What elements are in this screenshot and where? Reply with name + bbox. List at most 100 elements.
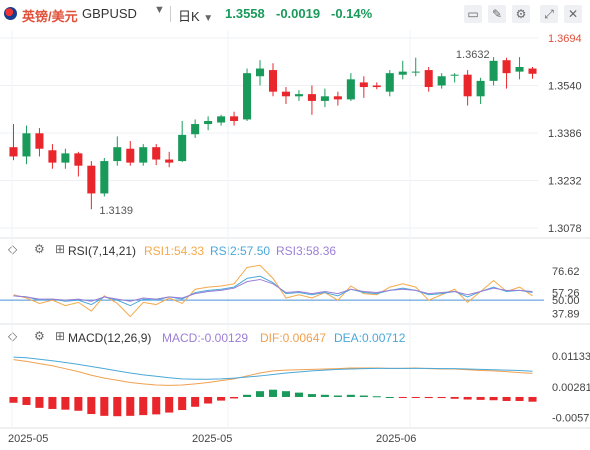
- x-tick-label: 2025-06: [376, 433, 416, 445]
- candle-body: [515, 66, 524, 72]
- macd-bar: [502, 396, 511, 401]
- candle-body: [256, 68, 265, 77]
- candle-body: [100, 161, 109, 194]
- toggle-icon[interactable]: ⊞: [55, 242, 66, 256]
- candle-body: [528, 68, 537, 74]
- flag-icon: [4, 7, 17, 20]
- period-selector[interactable]: 日K ▼: [178, 6, 213, 25]
- macd-bar: [139, 396, 148, 416]
- chart-header: 英镑/美元 GBPUSD ▼ 日K ▼ 1.3558 -0.0019 -0.14…: [0, 0, 590, 28]
- settings-icon[interactable]: ⚙: [34, 329, 45, 343]
- price-tick-label: 1.3078: [548, 223, 582, 235]
- candle-body: [463, 74, 472, 97]
- symbol-name-cn[interactable]: 英镑/美元: [22, 9, 78, 24]
- candle-body: [489, 60, 498, 81]
- macd-bar: [346, 394, 355, 397]
- macd-bar: [333, 395, 342, 397]
- macd-bar: [256, 391, 265, 397]
- chart-type-icon[interactable]: ▭: [464, 5, 482, 23]
- grid: [0, 30, 590, 429]
- macd-bar: [217, 396, 226, 401]
- rsi1-value: RSI1:54.33: [144, 244, 205, 258]
- macd-bar: [191, 396, 200, 407]
- last-price: 1.3558: [225, 6, 265, 21]
- settings-icon[interactable]: ⚙: [34, 242, 45, 256]
- dea-value: DEA:0.00712: [334, 331, 406, 345]
- macd-bar: [476, 396, 485, 400]
- candle-body: [204, 120, 213, 125]
- macd-bar: [74, 396, 83, 411]
- macd-bar: [22, 396, 31, 405]
- candle-body: [411, 71, 420, 73]
- macd-bar: [243, 394, 252, 397]
- macd-bar: [281, 391, 290, 397]
- expand-icon[interactable]: ⤢: [540, 5, 558, 23]
- price-change-percent: -0.14%: [331, 6, 373, 21]
- symbol-code[interactable]: GBPUSD: [82, 6, 137, 21]
- eye-icon[interactable]: ◇: [8, 329, 18, 343]
- candles: [9, 57, 537, 210]
- toggle-icon[interactable]: ⊞: [55, 329, 66, 343]
- low-price-label: 1.3139: [99, 205, 133, 217]
- candle-body: [476, 80, 485, 97]
- candle-body: [217, 116, 226, 123]
- candle-body: [139, 147, 148, 163]
- macd-bar: [165, 396, 174, 413]
- dif-line: [13, 359, 533, 386]
- candle-body: [450, 74, 459, 76]
- candle-body: [178, 134, 187, 162]
- close-icon[interactable]: ✕: [564, 5, 582, 23]
- rsi3-line: [13, 278, 533, 302]
- candle-body: [320, 96, 329, 101]
- chevron-down-icon[interactable]: ▼: [154, 4, 165, 16]
- macd-bar: [35, 396, 44, 408]
- candle-body: [22, 133, 31, 157]
- rsi1-line: [13, 264, 533, 318]
- macd-bar: [398, 396, 407, 398]
- candle-body: [294, 94, 303, 97]
- dif-value: DIF:0.00647: [260, 331, 327, 345]
- candle-body: [191, 124, 200, 135]
- macd-bar: [48, 396, 57, 409]
- candle-body: [230, 116, 239, 121]
- macd-bar: [463, 396, 472, 400]
- settings-icon[interactable]: ⚙: [512, 5, 530, 23]
- macd-bar: [230, 396, 239, 399]
- macd-tick-label: 0.00281: [552, 382, 590, 394]
- period-chevron-icon: ▼: [203, 13, 214, 24]
- rsi-title: RSI(7,14,21): [68, 244, 137, 258]
- high-price-label: 1.3632: [456, 49, 490, 61]
- macd-bar: [450, 396, 459, 399]
- price-tick-label: 1.3232: [548, 176, 582, 188]
- high-low-labels: 1.3632 1.3139: [99, 49, 489, 217]
- edit-icon[interactable]: ✎: [488, 5, 506, 23]
- macd-bar: [87, 396, 96, 415]
- rsi-tick-label: 76.62: [552, 266, 580, 278]
- price-axis: 1.3694 1.3540 1.3386 1.3232 1.3078: [548, 33, 582, 235]
- price-change: -0.0019: [276, 6, 321, 21]
- candle-body: [307, 94, 316, 101]
- candle-body: [502, 60, 511, 74]
- candle-body: [61, 153, 70, 163]
- macd-bar: [385, 396, 394, 398]
- macd-bar: [294, 392, 303, 397]
- candle-body: [437, 76, 446, 86]
- macd-bar: [100, 396, 109, 416]
- candle-body: [243, 73, 252, 120]
- macd-bar: [411, 396, 420, 398]
- candle-body: [126, 148, 135, 163]
- macd-bar: [268, 389, 278, 397]
- candle-body: [113, 147, 122, 162]
- divider: [170, 6, 171, 22]
- macd-value: MACD:-0.00129: [162, 331, 249, 345]
- rsi2-value: RSI2:57.50: [210, 244, 271, 258]
- macd-bar: [515, 396, 524, 401]
- dea-line: [13, 356, 533, 380]
- eye-icon[interactable]: ◇: [8, 242, 18, 256]
- candle-body: [359, 82, 368, 88]
- macd-tick-label: -0.00571: [552, 413, 590, 425]
- candle-body: [165, 159, 174, 163]
- macd-bar: [320, 394, 329, 397]
